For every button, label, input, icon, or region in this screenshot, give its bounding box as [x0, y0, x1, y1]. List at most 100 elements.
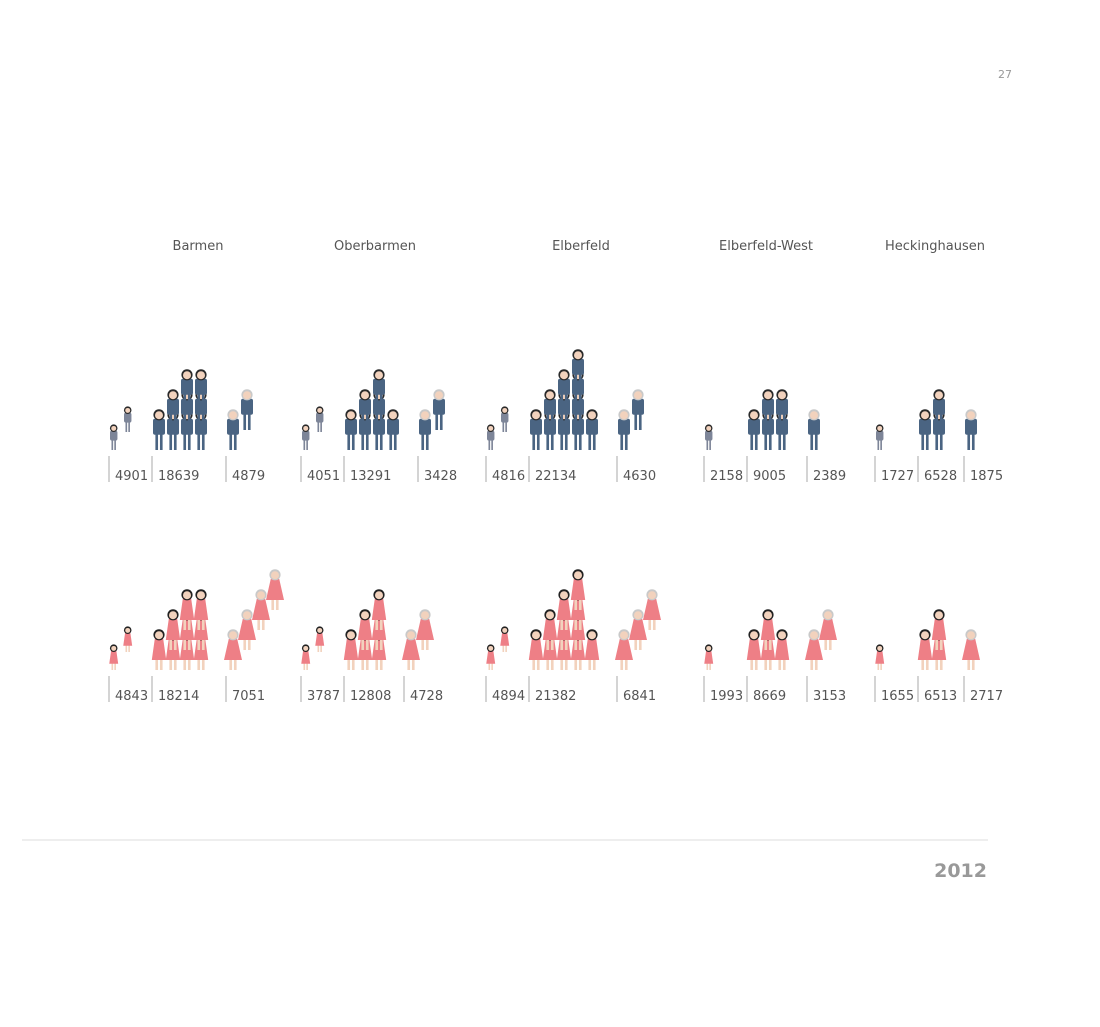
dress: [416, 618, 434, 640]
leg: [754, 433, 758, 450]
leg: [365, 413, 369, 430]
leg: [173, 413, 177, 430]
dress: [151, 638, 167, 660]
torso: [153, 418, 165, 435]
head: [421, 611, 429, 620]
dress: [109, 650, 119, 664]
dress: [931, 638, 947, 660]
dress: [252, 598, 270, 620]
leg: [229, 653, 233, 670]
torso: [167, 418, 179, 435]
leg: [375, 653, 379, 670]
head: [389, 411, 397, 420]
leg: [183, 653, 187, 670]
dress: [629, 618, 647, 640]
dress: [193, 618, 209, 640]
leg: [546, 433, 550, 450]
leg: [351, 433, 355, 450]
head: [764, 611, 772, 620]
figure-group: [109, 626, 133, 670]
leg: [921, 433, 925, 450]
leg: [814, 433, 818, 450]
head: [824, 611, 832, 620]
leg: [261, 613, 265, 630]
value-label: 12808: [350, 689, 391, 704]
torso: [618, 418, 630, 435]
value-label: 1655: [881, 689, 914, 704]
value-label: 4901: [115, 469, 148, 484]
head: [560, 371, 568, 380]
leg: [233, 433, 237, 450]
leg: [574, 653, 578, 670]
dress: [962, 638, 980, 660]
leg: [935, 633, 939, 650]
leg: [578, 433, 582, 450]
leg: [271, 593, 275, 610]
leg: [183, 433, 187, 450]
leg: [187, 653, 191, 670]
figure-group: [530, 349, 598, 450]
leg: [183, 393, 187, 410]
dress: [371, 638, 387, 660]
leg: [306, 659, 308, 670]
head: [229, 411, 237, 420]
leg: [764, 433, 768, 450]
figure-group: [704, 424, 713, 450]
leg: [379, 653, 383, 670]
torso: [965, 418, 977, 435]
leg: [201, 653, 205, 670]
torso: [195, 378, 207, 395]
head: [303, 425, 309, 431]
district-name: Barmen: [173, 239, 224, 254]
leg: [778, 433, 782, 450]
leg: [546, 413, 550, 430]
torso: [195, 418, 207, 435]
torso: [373, 378, 385, 395]
head: [877, 425, 883, 431]
head: [155, 631, 163, 640]
leg: [764, 413, 768, 430]
torso: [373, 418, 385, 435]
leg: [425, 633, 429, 650]
leg: [389, 433, 393, 450]
head: [375, 591, 383, 600]
torso: [572, 398, 584, 415]
leg: [393, 433, 397, 450]
head: [125, 407, 131, 413]
leg: [488, 659, 491, 670]
district-name: Elberfeld-West: [719, 239, 813, 254]
value-label: 1993: [710, 689, 743, 704]
head: [750, 631, 758, 640]
leg: [560, 433, 564, 450]
leg: [574, 593, 578, 610]
leg: [828, 633, 832, 650]
torso: [762, 398, 774, 415]
torso: [705, 430, 713, 441]
leg: [638, 633, 642, 650]
leg: [810, 653, 814, 670]
value-label: 9005: [753, 469, 786, 484]
head: [111, 645, 117, 651]
figure-group: [805, 609, 837, 670]
torso: [167, 398, 179, 415]
dress: [357, 638, 373, 660]
figure-group: [875, 644, 885, 670]
head: [488, 425, 494, 431]
value-label: 6528: [924, 469, 957, 484]
dress: [224, 638, 242, 660]
leg: [768, 433, 772, 450]
head: [588, 631, 596, 640]
dress: [584, 638, 600, 660]
leg: [810, 433, 814, 450]
value-label: 18214: [158, 689, 199, 704]
leg: [782, 413, 786, 430]
leg: [578, 653, 582, 670]
head: [560, 591, 568, 600]
value-label: 8669: [753, 689, 786, 704]
leg: [317, 641, 320, 652]
figure-group: [419, 389, 445, 450]
figure-group: [402, 609, 434, 670]
district-name: Elberfeld: [552, 239, 610, 254]
leg: [173, 633, 177, 650]
